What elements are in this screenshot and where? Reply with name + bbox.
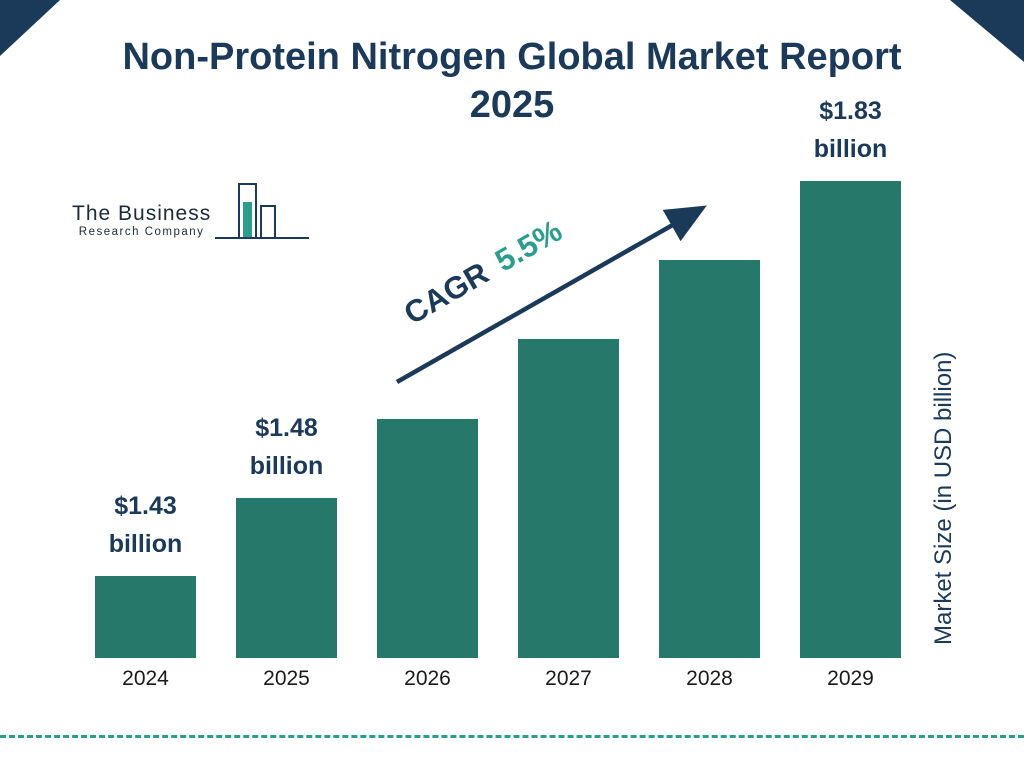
bar-value-label: $1.43 billion bbox=[108, 491, 183, 559]
x-axis-tick-label: 2024 bbox=[122, 667, 169, 690]
bar bbox=[236, 498, 337, 658]
bar-group-2029: $1.83 billion 2029 bbox=[800, 92, 901, 701]
x-axis-tick-label: 2026 bbox=[404, 667, 451, 690]
x-axis-tick-label: 2029 bbox=[827, 667, 874, 690]
x-axis-tick-label: 2025 bbox=[263, 667, 310, 690]
company-logo-name: The Business bbox=[72, 202, 212, 225]
corner-decoration-top-left bbox=[0, 0, 60, 56]
bar-group-2025: $1.48 billion 2025 bbox=[236, 409, 337, 701]
company-logo-text: The Business Research Company bbox=[72, 202, 211, 238]
bar bbox=[518, 339, 619, 658]
chart-title-line2: 2025 bbox=[469, 83, 555, 126]
bar-group-2027: 2027 bbox=[518, 327, 619, 700]
bar bbox=[377, 419, 478, 658]
y-axis-label: Market Size (in USD billion) bbox=[930, 351, 957, 645]
bar-group-2028: 2028 bbox=[659, 248, 760, 700]
company-logo-subname: Research Company bbox=[78, 226, 205, 238]
cagr-trend-arrow bbox=[383, 192, 723, 402]
bar-group-2024: $1.43 billion 2024 bbox=[95, 487, 196, 701]
x-axis-tick-label: 2027 bbox=[545, 667, 592, 690]
bar bbox=[800, 181, 901, 658]
bar-chart-logo-icon bbox=[215, 182, 311, 253]
chart-title: Non-Protein Nitrogen Global Market Repor… bbox=[60, 34, 964, 129]
x-axis-tick-label: 2028 bbox=[686, 667, 733, 690]
bar-value-label: $1.48 billion bbox=[249, 413, 324, 481]
bottom-dashed-divider bbox=[0, 735, 1024, 738]
bar-group-2026: 2026 bbox=[377, 407, 478, 700]
chart-title-line1: Non-Protein Nitrogen Global Market Repor… bbox=[122, 36, 902, 78]
bar bbox=[659, 260, 760, 658]
bar bbox=[95, 576, 196, 658]
company-logo: The Business Research Company bbox=[72, 182, 311, 253]
bar-chart: $1.43 billion 2024 $1.48 billion 2025 20… bbox=[95, 97, 901, 701]
bar-value-label: $1.83 billion bbox=[813, 96, 888, 164]
